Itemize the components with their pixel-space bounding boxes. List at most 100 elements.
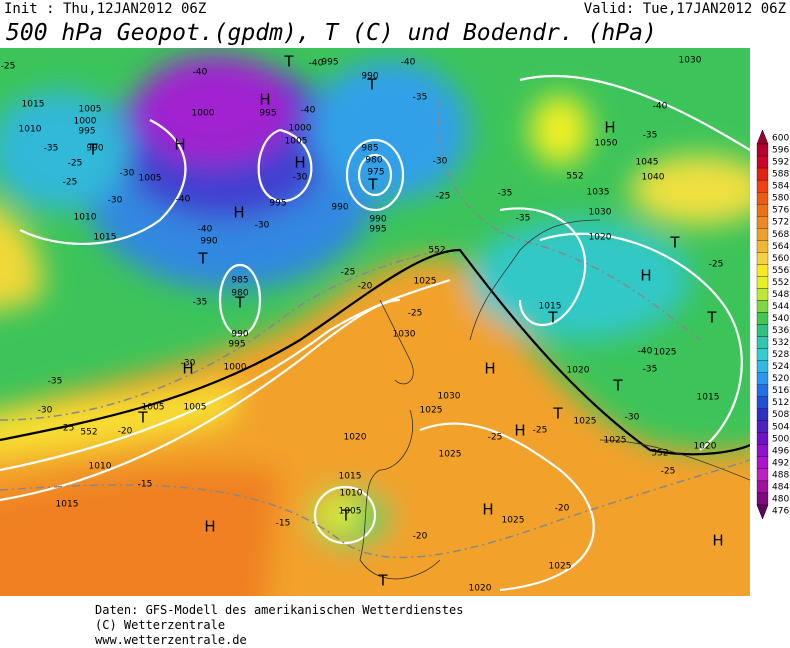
height-label: 552 (428, 246, 445, 256)
colorbar-label: 476 (772, 507, 789, 517)
colorbar-label: 484 (772, 482, 789, 492)
pressure-center: T (669, 234, 680, 252)
colorbar-swatch (756, 504, 769, 520)
isobar-label: 990 (200, 237, 217, 247)
colorbar-label: 596 (772, 146, 789, 156)
colorbar-label: 512 (772, 398, 789, 408)
isobar-label: 1005 (139, 174, 162, 184)
contour-552 (0, 248, 750, 456)
isobar-label: 995 (228, 340, 245, 350)
colorbar-swatch (756, 228, 769, 241)
temperature-label: -20 (413, 532, 428, 542)
isobar-label: 975 (367, 168, 384, 178)
temperature-label: -35 (498, 189, 513, 199)
isotherm-lines (0, 99, 750, 559)
pressure-center: H (640, 267, 651, 285)
pressure-center: T (367, 176, 378, 194)
isobar-label: 1015 (56, 500, 79, 510)
colorbar-swatch (756, 444, 769, 458)
colorbar-label: 524 (772, 362, 789, 372)
isobar-label: 1020 (589, 233, 612, 243)
footer-line: www.wetterzentrale.de (95, 633, 247, 647)
colorbar-label: 556 (772, 266, 789, 276)
temperature-label: -40 (301, 106, 316, 116)
temperature-label: -35 (193, 298, 208, 308)
temperature-label: -40 (176, 195, 191, 205)
isobar-label: 1000 (74, 117, 97, 127)
temperature-label: -40 (193, 68, 208, 78)
isobar-label: 1025 (502, 516, 525, 526)
temperature-label: -35 (643, 131, 658, 141)
isobar-label: 1025 (420, 406, 443, 416)
isobar-label: 1025 (574, 417, 597, 427)
isobar-label: 985 (231, 276, 248, 286)
pressure-center: T (366, 76, 377, 94)
isobar-label: 1005 (285, 137, 308, 147)
isobar-label: 1020 (694, 442, 717, 452)
isobar-lines (0, 74, 750, 592)
isobar-label: 1010 (74, 213, 97, 223)
coastlines (359, 219, 750, 580)
colorbar-label: 580 (772, 194, 789, 204)
pressure-center: H (294, 154, 305, 172)
colorbar-swatch (756, 336, 769, 349)
colorbar-label: 584 (772, 182, 789, 192)
isobar-label: 995 (269, 199, 286, 209)
temperature-label: -25 (63, 178, 78, 188)
temperature-label: -35 (413, 93, 428, 103)
colorbar-label: 508 (772, 410, 789, 420)
isobar-label: 1020 (344, 433, 367, 443)
isobar-label: 1025 (414, 277, 437, 287)
temperature-label: -40 (198, 225, 213, 235)
temperature-label: -30 (625, 413, 640, 423)
colorbar-swatch (756, 288, 769, 301)
colorbar-swatch (756, 179, 769, 193)
isobar-label: 980 (231, 289, 248, 299)
temperature-label: -20 (555, 504, 570, 514)
pressure-center: T (552, 405, 563, 423)
colorbar-swatch (756, 492, 769, 506)
colorbar-swatch (756, 396, 769, 409)
isobar-label: 1005 (142, 403, 165, 413)
pressure-center: T (234, 294, 245, 312)
init-time: Init : Thu,12JAN2012 06Z (4, 1, 206, 17)
isobar-label: 990 (231, 330, 248, 340)
temperature-label: -35 (48, 377, 63, 387)
isobar-label: 1015 (339, 472, 362, 482)
temperature-label: -15 (138, 480, 153, 490)
isobar-label: 1000 (224, 363, 247, 373)
colorbar-swatch (756, 167, 769, 181)
temperature-label: -25 (488, 433, 503, 443)
isobar-label: 1000 (192, 109, 215, 119)
map-title: 500 hPa Geopot.(gpdm), T (C) und Bodendr… (6, 20, 657, 46)
isobar-label: 1035 (587, 188, 610, 198)
colorbar-swatch (756, 312, 769, 325)
colorbar-swatch (756, 360, 769, 373)
isobar-label: 1025 (549, 562, 572, 572)
isobar-label: 1030 (438, 392, 461, 402)
isobar-label: 1010 (89, 462, 112, 472)
colorbar-swatch (756, 372, 769, 385)
isobar-label: 1030 (679, 56, 702, 66)
valid-time: Valid: Tue,17JAN2012 06Z (584, 1, 786, 17)
temperature-label: -40 (638, 347, 653, 357)
colorbar-swatch (756, 408, 769, 421)
colorbar-label: 576 (772, 206, 789, 216)
temperature-label: -25 (341, 268, 356, 278)
colorbar-swatch (756, 216, 769, 229)
height-label: 552 (651, 449, 668, 459)
colorbar-swatch (756, 264, 769, 277)
colorbar-swatch (756, 155, 769, 169)
colorbar-swatch (756, 480, 769, 494)
isobar-label: 1025 (604, 436, 627, 446)
temperature-label: -30 (293, 173, 308, 183)
pressure-center: T (283, 53, 294, 71)
pressure-center: H (204, 518, 215, 536)
colorbar-label: 560 (772, 254, 789, 264)
colorbar-label: 552 (772, 278, 789, 288)
color-fields (0, 55, 750, 596)
colorbar-label: 572 (772, 218, 789, 228)
